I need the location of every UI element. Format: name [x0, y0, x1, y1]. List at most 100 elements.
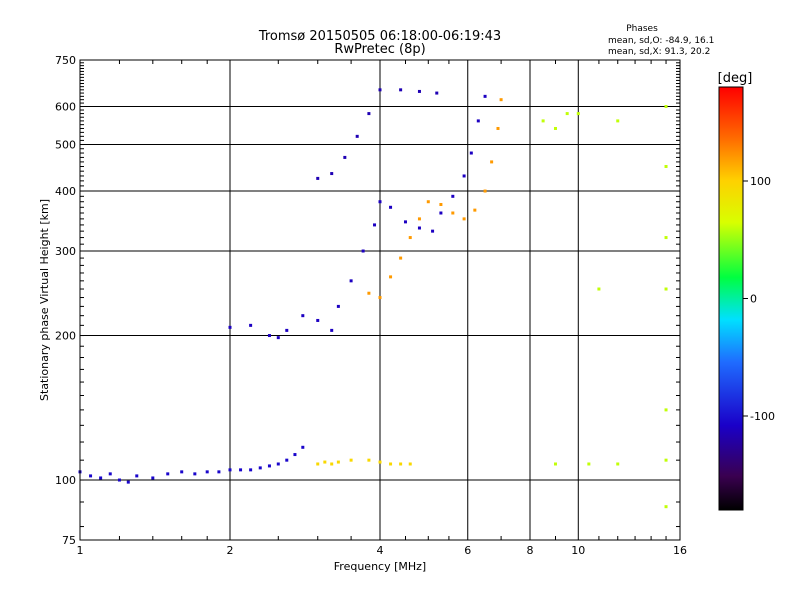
data-point [399, 88, 403, 92]
data-point [108, 472, 112, 476]
data-point [193, 472, 197, 476]
data-point [378, 88, 382, 92]
data-point [399, 462, 403, 466]
data-point [367, 291, 371, 295]
data-point [664, 287, 668, 291]
data-point [499, 98, 503, 102]
x-tick-label: 1 [77, 544, 84, 557]
data-point [301, 445, 305, 449]
y-tick-label: 750 [55, 54, 76, 67]
data-point [373, 223, 377, 227]
data-point [553, 126, 557, 130]
data-point [343, 155, 347, 159]
data-point [378, 460, 382, 464]
data-point [258, 466, 262, 470]
data-point [166, 472, 170, 476]
data-point [483, 189, 487, 193]
data-point [228, 325, 232, 329]
data-point [462, 217, 466, 221]
data-point [316, 462, 320, 466]
data-point [664, 236, 668, 240]
data-point [439, 202, 443, 206]
data-point [490, 160, 494, 164]
data-point [483, 94, 487, 98]
data-point [276, 462, 280, 466]
colorbar-tick-label: 100 [750, 175, 771, 188]
data-point [403, 220, 407, 224]
data-point [180, 470, 184, 474]
data-point [476, 119, 480, 123]
data-point [451, 211, 455, 215]
y-tick-label: 400 [55, 185, 76, 198]
data-point [426, 200, 430, 204]
x-axis-label: Frequency [MHz] [334, 560, 426, 573]
data-point [435, 91, 439, 95]
data-point [239, 468, 243, 472]
data-point [336, 460, 340, 464]
data-point [249, 323, 253, 327]
y-axis-label: Stationary phase Virtual Height [km] [38, 199, 51, 401]
data-point [355, 134, 359, 138]
data-point [249, 468, 253, 472]
colorbar-ticks: 100 0 -100 [743, 175, 775, 423]
data-point [664, 105, 668, 109]
data-point [576, 112, 580, 116]
data-point [616, 119, 620, 123]
data-point [439, 211, 443, 215]
data-point [349, 279, 353, 283]
data-point [330, 462, 334, 466]
data-point [323, 460, 327, 464]
data-point [316, 318, 320, 322]
data-point [664, 164, 668, 168]
phase-stats-x: mean, sd,X: 91.3, 20.2 [608, 47, 710, 57]
data-point [408, 236, 412, 240]
data-point [541, 119, 545, 123]
data-point [126, 480, 130, 484]
colorbar [718, 86, 744, 511]
data-point [336, 304, 340, 308]
data-point [431, 229, 435, 233]
data-point [597, 287, 601, 291]
data-point [664, 505, 668, 509]
data-point [389, 275, 393, 279]
data-point [553, 462, 557, 466]
grid [80, 60, 680, 540]
data-point [285, 328, 289, 332]
data-point [135, 474, 139, 478]
x-tick-label: 2 [227, 544, 234, 557]
data-point [367, 458, 371, 462]
phase-stats-header: Phases [626, 24, 658, 34]
phase-stats-o: mean, sd,O: -84.9, 16.1 [608, 36, 714, 46]
data-point [378, 200, 382, 204]
data-point [99, 476, 103, 480]
chart-title: Tromsø 20150505 06:18:00-06:19:43 [258, 29, 501, 44]
data-point [361, 249, 365, 253]
data-point [349, 458, 353, 462]
x-tick-label: 16 [673, 544, 687, 557]
data-point [417, 217, 421, 221]
y-tick-label: 100 [55, 474, 76, 487]
data-point [389, 462, 393, 466]
data-point [664, 458, 668, 462]
y-tick-label: 200 [55, 330, 76, 343]
data-point [417, 226, 421, 230]
data-points [78, 88, 668, 509]
x-tick-label: 8 [527, 544, 534, 557]
data-point [89, 474, 93, 478]
data-point [496, 126, 500, 130]
x-tick-label: 6 [464, 544, 471, 557]
data-point [117, 478, 121, 482]
chart-subtitle: RwPretec (8p) [334, 42, 425, 57]
data-point [330, 328, 334, 332]
y-tick-label: 75 [62, 534, 76, 547]
data-point [276, 336, 280, 340]
data-point [473, 208, 477, 212]
colorbar-tick-label: 0 [750, 293, 757, 306]
data-point [378, 296, 382, 300]
plot-frame [79, 59, 681, 541]
y-tick-label: 300 [55, 245, 76, 258]
x-tick-label: 10 [571, 544, 585, 557]
data-point [217, 470, 221, 474]
y-tick-label: 500 [55, 139, 76, 152]
data-point [408, 462, 412, 466]
